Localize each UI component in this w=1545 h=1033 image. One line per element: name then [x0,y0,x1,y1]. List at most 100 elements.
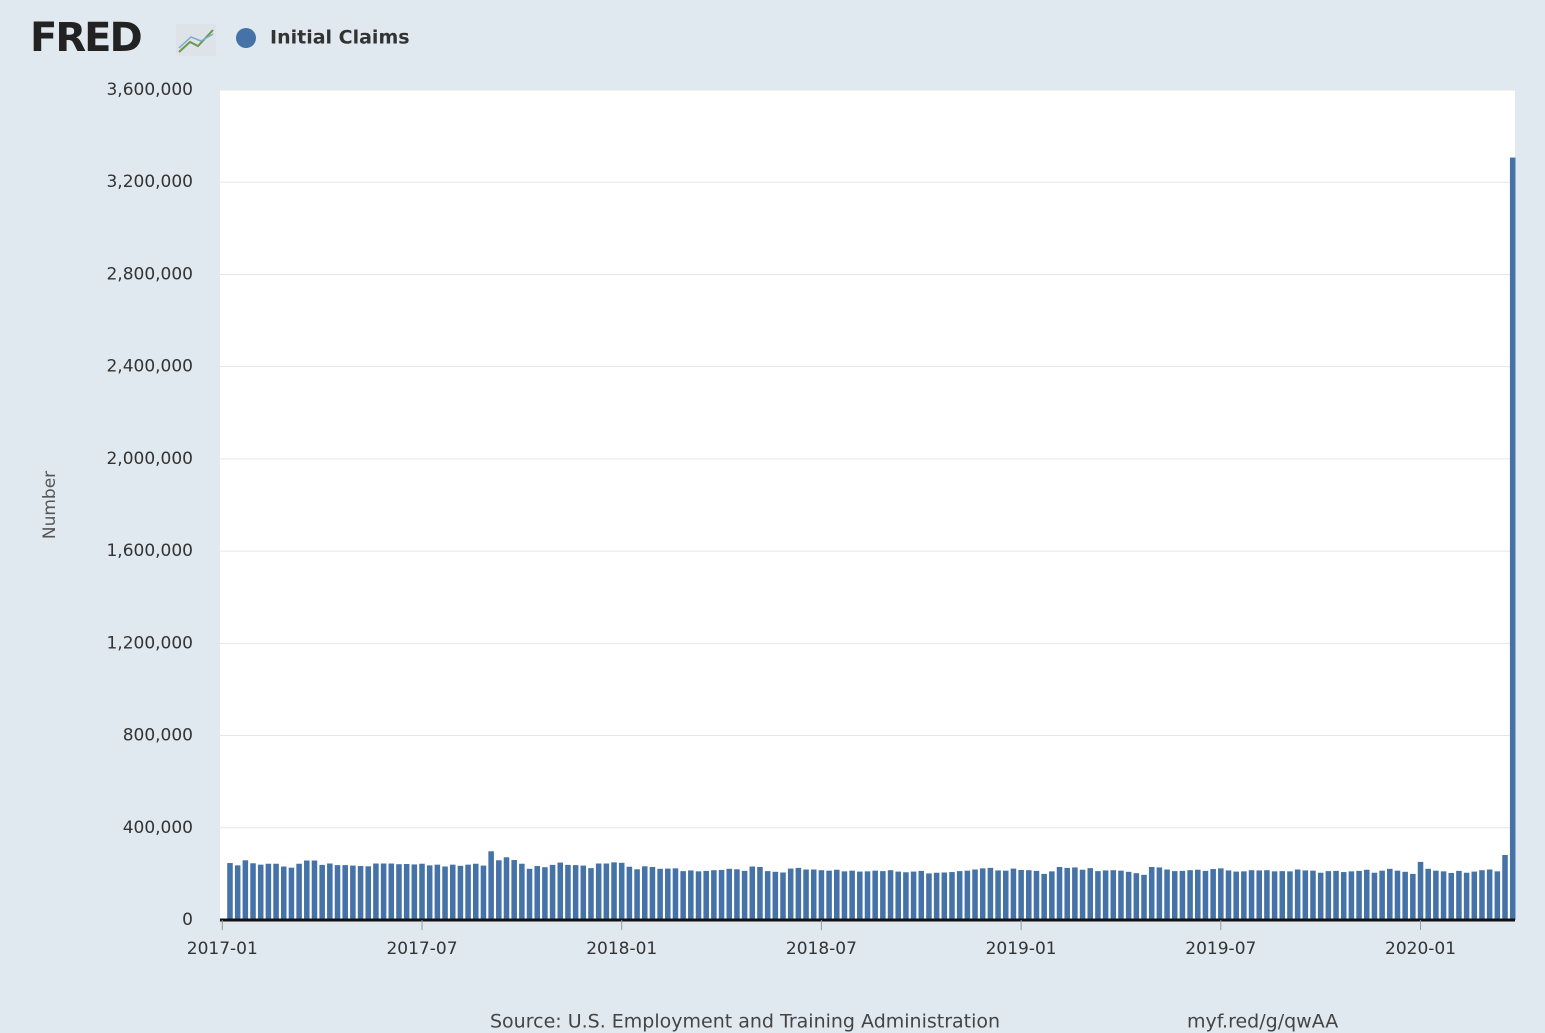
bar [1294,869,1301,920]
bar [234,865,241,920]
bar [434,864,441,920]
bar [1041,873,1047,920]
bar [473,863,479,920]
y-tick-label: 3,200,000 [106,172,193,192]
y-tick-label: 1,200,000 [106,633,193,653]
bar [1010,868,1017,920]
bar [1502,854,1508,920]
bar [1164,869,1170,920]
bar [1356,870,1362,920]
y-axis-label: Number [40,471,60,539]
bar [795,867,802,920]
bar [880,871,886,920]
bar [1202,870,1209,920]
x-tick-label: 2019-01 [986,939,1057,959]
bar [711,870,717,920]
bar [918,870,925,920]
bar [1241,871,1247,920]
bar [1026,870,1032,920]
bar [818,870,825,920]
bar [365,866,372,920]
bar [1348,871,1355,920]
short-link[interactable]: myf.red/g/qwAA [1187,1011,1338,1033]
bar [1072,867,1078,920]
bar [903,872,909,920]
bar [1018,869,1024,920]
bar [411,864,418,920]
bar [419,863,425,920]
bar [503,857,510,920]
bar [787,868,794,920]
bar [1002,870,1009,920]
bar [496,860,502,920]
bar [964,870,971,920]
x-tick-label: 2020-01 [1385,939,1456,959]
bar [941,872,948,920]
bar [1049,871,1055,920]
legend-swatch [236,28,256,48]
bar [1486,869,1493,920]
bar [1463,872,1470,920]
bar [834,869,840,920]
bar [526,868,533,920]
bar [1141,874,1147,920]
bar [826,870,832,920]
bar [380,863,387,920]
bar [580,865,587,920]
bar [849,870,855,920]
bar [1363,869,1370,920]
bar [979,868,986,920]
bar [1317,872,1324,920]
logo: FRED [30,15,141,61]
bar [1118,870,1124,920]
bar [665,868,671,920]
bar [857,871,863,920]
x-tick-label: 2019-07 [1185,939,1256,959]
bar [1287,871,1293,920]
bar [250,863,256,920]
y-tick-label: 0 [182,910,193,930]
bar [334,865,341,920]
x-tick-label: 2018-01 [586,939,657,959]
bar [1425,868,1431,920]
bar [634,869,640,920]
bar [1333,870,1339,920]
y-tick-label: 400,000 [123,818,193,838]
bar [534,866,540,920]
bar [519,863,525,920]
bar [803,869,809,920]
plot-area [220,90,1515,920]
source: Source: U.S. Employment and Training Adm… [490,1011,1000,1033]
bar [1125,871,1132,920]
bar [1325,871,1332,920]
bar [1225,870,1232,920]
bar [649,866,656,920]
bar [1264,870,1270,920]
bar [972,869,978,920]
bar [549,864,556,920]
bar [257,864,264,920]
bar [703,870,709,920]
bar [1256,870,1262,920]
bar [933,872,940,920]
bar [1379,870,1385,920]
y-tick-label: 2,000,000 [106,449,193,469]
bar [1210,869,1216,920]
bar [741,870,748,920]
bar [626,866,633,920]
bar [1433,870,1439,920]
bar [680,871,686,920]
bar [726,868,733,920]
bar [588,868,594,920]
bar [1079,869,1086,920]
bar [780,872,786,920]
bar [1279,871,1286,920]
bar [1387,868,1393,920]
bar [311,860,318,920]
bar [1064,867,1070,920]
bar [749,866,756,920]
bar [449,864,456,920]
bar [688,870,694,920]
bar [872,870,878,920]
legend-label: Initial Claims [270,27,410,49]
